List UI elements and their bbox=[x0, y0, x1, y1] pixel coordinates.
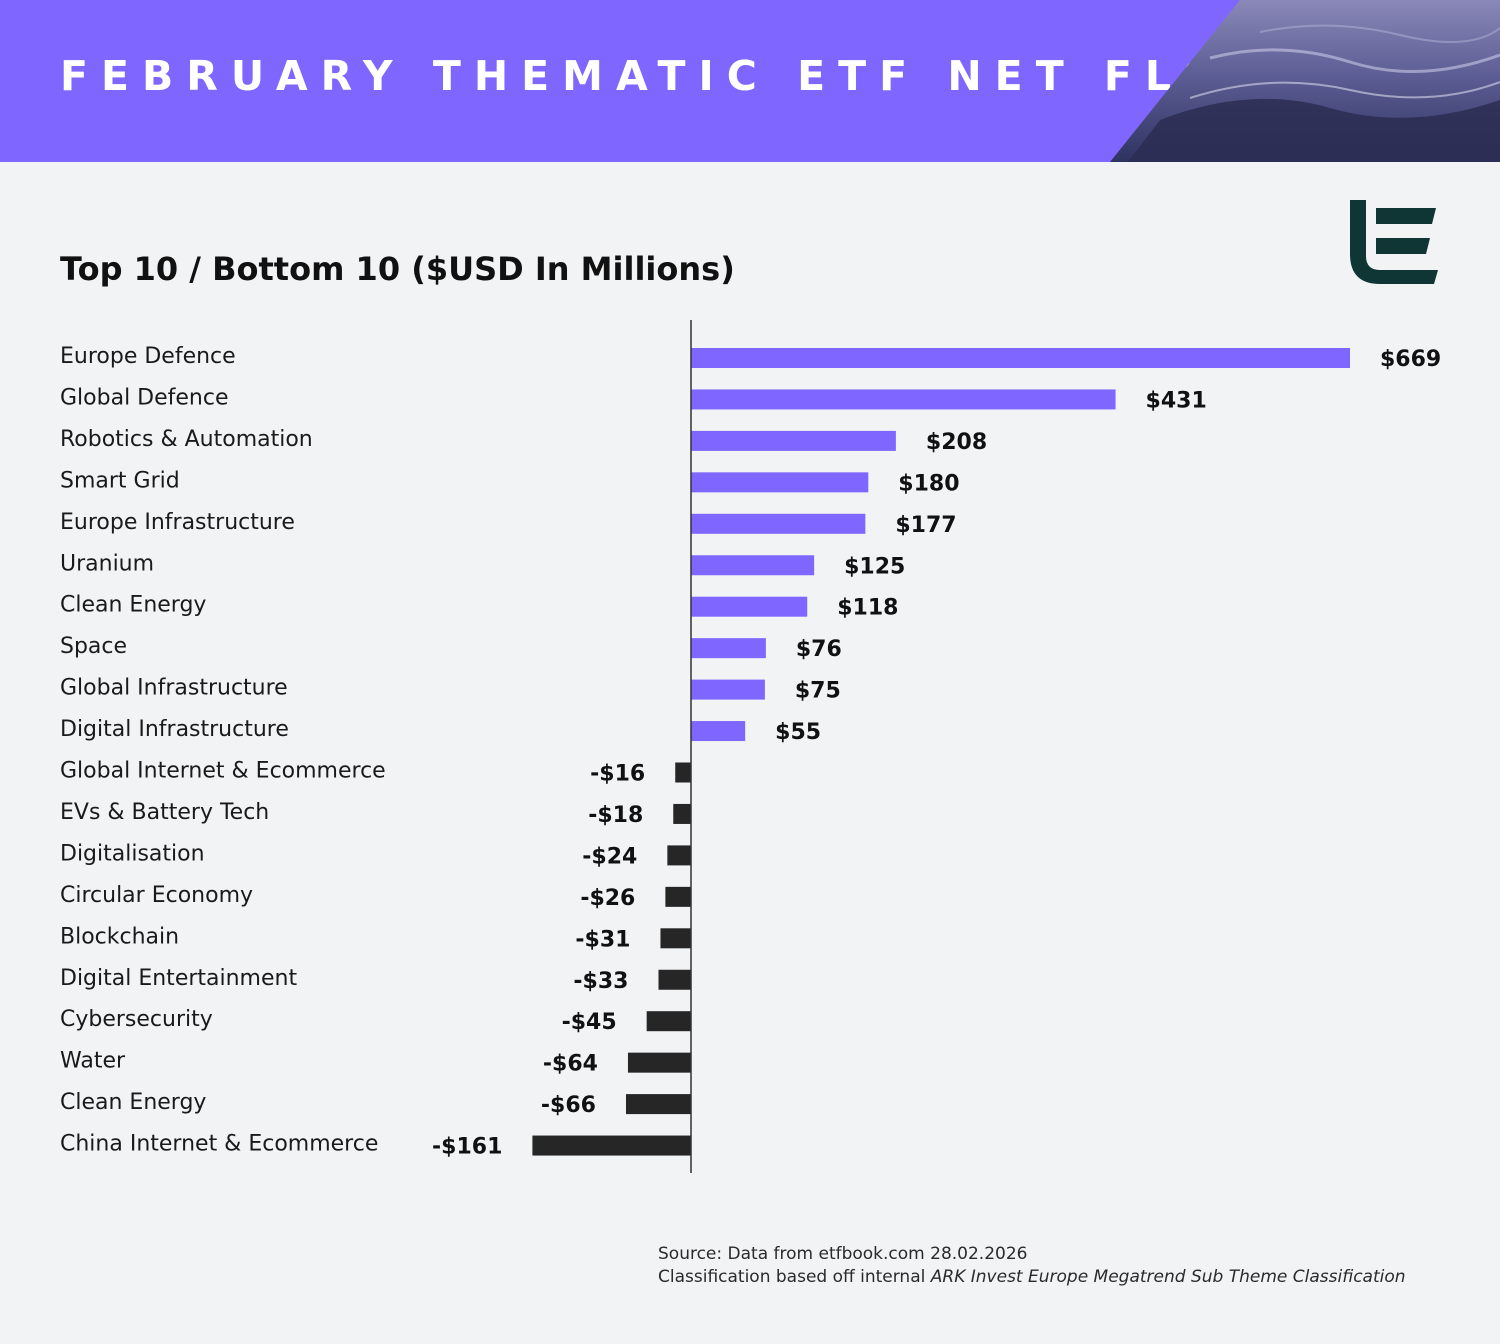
bar-9 bbox=[691, 679, 765, 700]
category-label: EVs & Battery Tech bbox=[60, 800, 269, 825]
page-title: FEBRUARY THEMATIC ETF NET FLOWS bbox=[60, 52, 1332, 100]
value-label: -$24 bbox=[582, 844, 637, 869]
category-label: Digitalisation bbox=[60, 841, 205, 866]
bar-12 bbox=[673, 803, 691, 824]
bar-16 bbox=[658, 969, 691, 990]
bar-14 bbox=[665, 886, 691, 907]
bar-19 bbox=[625, 1094, 691, 1115]
classification-prefix: Classification based off internal bbox=[658, 1267, 931, 1287]
source-footer: Source: Data from etfbook.com 28.02.2026… bbox=[658, 1243, 1406, 1289]
value-label: -$66 bbox=[541, 1093, 596, 1118]
category-label: Circular Economy bbox=[60, 883, 253, 908]
category-label: Water bbox=[60, 1049, 126, 1074]
value-label: -$161 bbox=[432, 1135, 502, 1160]
value-label: $431 bbox=[1146, 388, 1207, 413]
value-label: $118 bbox=[837, 596, 898, 621]
value-label: $75 bbox=[795, 679, 841, 704]
value-label: -$26 bbox=[580, 886, 635, 911]
bar-6 bbox=[691, 555, 815, 576]
value-label: -$64 bbox=[543, 1052, 598, 1077]
classification-name: ARK Invest Europe Megatrend Sub Theme Cl… bbox=[930, 1267, 1406, 1287]
category-label: Clean Energy bbox=[60, 1090, 206, 1115]
bar-15 bbox=[660, 928, 691, 949]
bar-7 bbox=[691, 596, 808, 617]
bar-11 bbox=[675, 762, 691, 783]
brand-logo-icon bbox=[1350, 200, 1438, 284]
bar-2 bbox=[691, 389, 1116, 410]
ocean-wave-image bbox=[1110, 0, 1500, 162]
value-label: $180 bbox=[898, 471, 959, 496]
category-label: Europe Infrastructure bbox=[60, 510, 295, 535]
bar-17 bbox=[646, 1011, 691, 1032]
category-label: Digital Infrastructure bbox=[60, 717, 289, 742]
bar-10 bbox=[691, 721, 746, 742]
category-label: China Internet & Ecommerce bbox=[60, 1132, 378, 1157]
source-note: Source: Data from etfbook.com 28.02.2026 bbox=[658, 1244, 1028, 1264]
value-label: -$16 bbox=[590, 762, 645, 787]
chart-subtitle: Top 10 / Bottom 10 ($USD In Millions) bbox=[60, 250, 735, 288]
category-label: Uranium bbox=[60, 551, 154, 576]
value-label: $208 bbox=[926, 430, 987, 455]
category-label: Europe Defence bbox=[60, 344, 236, 369]
bar-20 bbox=[532, 1135, 691, 1156]
header-banner: FEBRUARY THEMATIC ETF NET FLOWS bbox=[0, 0, 1500, 162]
classification-note: Classification based off internal ARK In… bbox=[658, 1266, 1406, 1289]
category-label: Global Defence bbox=[60, 385, 229, 410]
category-label: Digital Entertainment bbox=[60, 966, 297, 991]
category-label: Global Infrastructure bbox=[60, 676, 288, 701]
net-flows-bar-chart: Europe Defence $669 Global Defence $431 Robo… bbox=[60, 320, 1441, 1173]
bar-13 bbox=[667, 845, 691, 866]
category-label: Clean Energy bbox=[60, 593, 206, 618]
value-label: $125 bbox=[844, 554, 905, 579]
bar-8 bbox=[691, 638, 766, 659]
category-label: Global Internet & Ecommerce bbox=[60, 759, 386, 784]
category-label: Cybersecurity bbox=[60, 1007, 213, 1032]
bar-18 bbox=[627, 1052, 691, 1073]
bar-4 bbox=[691, 472, 869, 493]
category-label: Robotics & Automation bbox=[60, 427, 313, 452]
value-label: -$33 bbox=[573, 969, 628, 994]
bar-5 bbox=[691, 513, 866, 534]
value-label: $669 bbox=[1380, 347, 1441, 372]
value-label: $76 bbox=[796, 637, 842, 662]
value-label: -$45 bbox=[562, 1010, 617, 1035]
value-label: $177 bbox=[895, 513, 956, 538]
value-label: $55 bbox=[775, 720, 821, 745]
value-label: -$31 bbox=[575, 927, 630, 952]
value-label: -$18 bbox=[588, 803, 643, 828]
category-label: Blockchain bbox=[60, 924, 179, 949]
category-label: Space bbox=[60, 634, 127, 659]
category-label: Smart Grid bbox=[60, 468, 180, 493]
bar-3 bbox=[691, 430, 896, 451]
bar-1 bbox=[691, 348, 1350, 368]
